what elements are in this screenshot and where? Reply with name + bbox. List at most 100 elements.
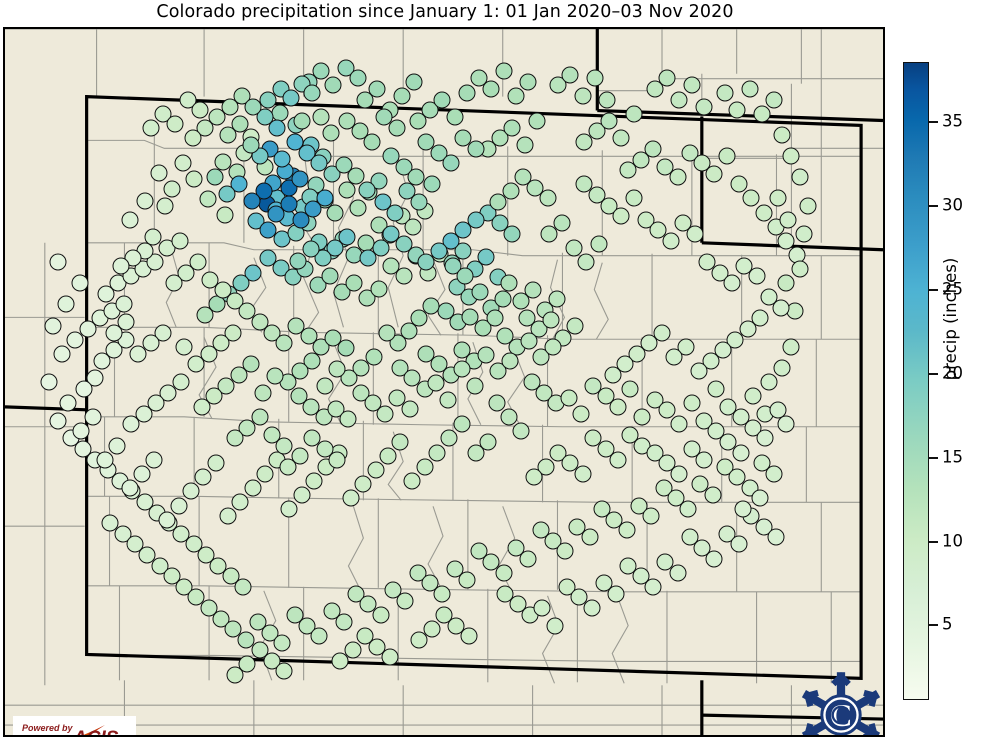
colorbar-tick-label: 10 bbox=[942, 531, 963, 550]
precip-point bbox=[677, 338, 695, 356]
precip-point bbox=[642, 507, 660, 525]
precip-point bbox=[572, 405, 590, 423]
precip-point bbox=[604, 366, 622, 384]
precip-point bbox=[370, 280, 388, 298]
precip-point bbox=[683, 440, 701, 458]
precip-point bbox=[388, 389, 406, 407]
precip-point bbox=[577, 253, 595, 271]
precip-point bbox=[726, 331, 744, 349]
precip-point bbox=[730, 535, 748, 553]
precip-point bbox=[191, 101, 209, 119]
precip-point bbox=[218, 185, 236, 203]
precip-point bbox=[454, 242, 472, 260]
precip-point bbox=[121, 479, 139, 497]
precip-point bbox=[72, 422, 89, 440]
colorbar-tick bbox=[929, 456, 938, 459]
precip-point bbox=[339, 410, 357, 428]
precip-point bbox=[653, 324, 671, 342]
precip-point bbox=[75, 380, 93, 398]
precip-point bbox=[514, 168, 532, 186]
precip-point bbox=[546, 617, 564, 635]
precip-point bbox=[129, 345, 147, 363]
precip-point bbox=[326, 239, 344, 257]
precip-point bbox=[351, 122, 369, 140]
precip-point bbox=[732, 408, 750, 426]
precip-point bbox=[590, 235, 608, 253]
precip-point bbox=[382, 147, 400, 165]
precip-point bbox=[219, 507, 237, 525]
precip-point bbox=[695, 451, 713, 469]
precip-point bbox=[575, 175, 593, 193]
precip-point bbox=[549, 76, 567, 94]
precip-point bbox=[410, 193, 428, 211]
precip-point bbox=[367, 461, 385, 479]
precip-point bbox=[222, 567, 240, 585]
precip-point bbox=[251, 408, 269, 426]
precip-point bbox=[378, 324, 396, 342]
precip-point bbox=[662, 232, 680, 250]
precip-point bbox=[182, 482, 200, 500]
acis-logo: Powered by ACIS Regional Climate Centers bbox=[13, 716, 136, 735]
precip-point bbox=[326, 204, 344, 222]
precip-point bbox=[428, 444, 446, 462]
precip-point bbox=[66, 331, 84, 349]
precip-point bbox=[263, 652, 281, 670]
precip-point bbox=[375, 108, 393, 126]
precip-point bbox=[769, 401, 787, 419]
precip-point bbox=[528, 112, 546, 130]
precip-point bbox=[316, 377, 334, 395]
precip-point bbox=[238, 419, 256, 437]
colorbar-tick-label: 25 bbox=[942, 279, 963, 299]
precip-point bbox=[690, 362, 708, 380]
precip-point bbox=[507, 87, 525, 105]
precip-point bbox=[739, 320, 757, 338]
precip-point bbox=[705, 550, 723, 567]
precip-point bbox=[368, 80, 386, 98]
precip-point bbox=[405, 73, 423, 91]
precip-point bbox=[544, 532, 562, 550]
precip-point bbox=[338, 112, 356, 130]
precip-point bbox=[702, 352, 720, 370]
precip-point bbox=[280, 500, 298, 518]
colorbar-tick-label: 35 bbox=[942, 111, 963, 131]
precip-point bbox=[410, 309, 428, 327]
precip-point bbox=[335, 156, 353, 174]
precip-point bbox=[177, 264, 195, 282]
precip-point bbox=[744, 387, 762, 405]
precip-point bbox=[769, 189, 787, 207]
precip-point bbox=[263, 426, 281, 444]
precip-point bbox=[526, 179, 544, 197]
colorbar-tick bbox=[929, 540, 938, 543]
precip-point bbox=[423, 620, 441, 638]
precip-point bbox=[275, 437, 293, 455]
precip-point bbox=[136, 192, 154, 210]
precip-point bbox=[753, 105, 771, 123]
precip-point bbox=[403, 369, 421, 387]
precip-point bbox=[558, 578, 576, 596]
precip-point bbox=[644, 140, 662, 158]
precip-point bbox=[57, 295, 75, 313]
precip-point bbox=[230, 175, 248, 193]
precip-point bbox=[244, 264, 262, 282]
precip-point bbox=[719, 433, 737, 451]
precip-point bbox=[593, 500, 611, 518]
precip-point bbox=[389, 334, 407, 352]
precip-point bbox=[370, 172, 388, 190]
precip-point bbox=[289, 252, 307, 270]
acis-logo-graphic: Powered by ACIS Regional Climate Centers bbox=[13, 716, 136, 735]
precip-point bbox=[71, 274, 89, 292]
precip-point bbox=[401, 400, 419, 418]
precip-point bbox=[619, 557, 637, 575]
precip-point bbox=[122, 415, 140, 433]
precip-point bbox=[217, 377, 235, 395]
precip-point bbox=[556, 542, 574, 560]
precip-point bbox=[799, 197, 817, 214]
precip-point bbox=[147, 394, 165, 412]
precip-point bbox=[347, 585, 365, 603]
precip-point bbox=[310, 627, 328, 645]
precip-point bbox=[347, 167, 365, 185]
precip-point bbox=[482, 80, 500, 98]
colorbar-tick-label: 15 bbox=[942, 447, 963, 467]
precip-point bbox=[344, 641, 362, 659]
precip-point bbox=[553, 214, 571, 232]
